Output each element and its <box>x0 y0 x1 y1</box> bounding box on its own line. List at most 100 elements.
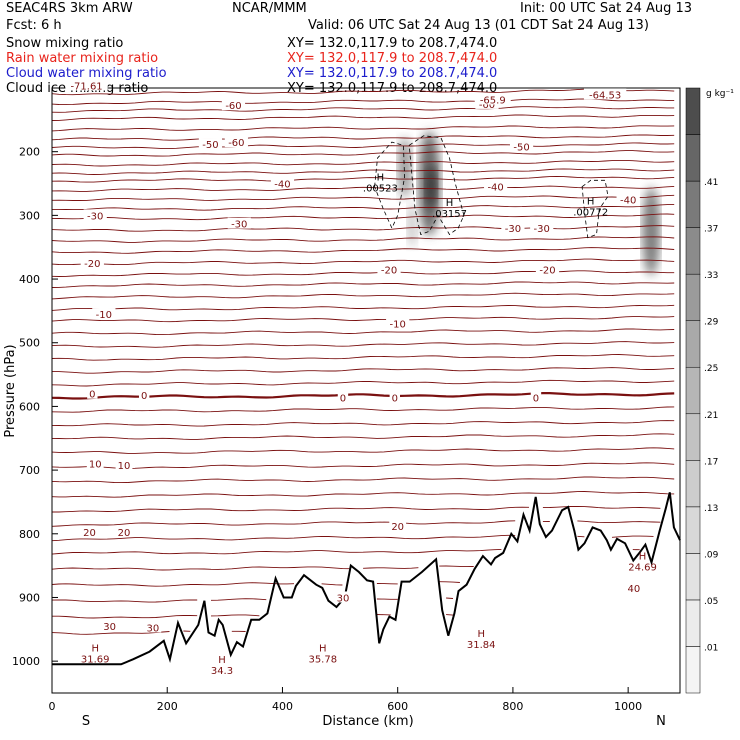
contour-label: -20 <box>377 263 401 277</box>
contour-label: -71.61 <box>65 79 108 92</box>
temperature-contour <box>51 88 675 96</box>
contour-label: 20 <box>389 520 407 533</box>
contour-label: -20 <box>80 257 104 270</box>
contour-label: 0 <box>87 387 98 401</box>
forecast-hour: Fcst: 6 h <box>6 18 62 33</box>
svg-text:-30: -30 <box>231 220 247 231</box>
field-label-snow: Snow mixing ratio <box>6 36 124 51</box>
svg-text:0: 0 <box>340 394 346 405</box>
max-marker: H35.78 <box>308 644 337 666</box>
mixing-ratio-plume <box>425 164 438 209</box>
colorbar-swatch <box>685 646 701 694</box>
colorbar-swatch <box>685 134 701 182</box>
cloud-ice-outline <box>408 135 465 236</box>
contour-label: 0 <box>337 391 349 405</box>
temperature-contour <box>51 534 654 542</box>
contour-label: -30 <box>501 222 525 235</box>
x-tick-label: 800 <box>502 700 523 713</box>
model-name: SEAC4RS 3km ARW <box>6 1 133 16</box>
y-tick-label: 200 <box>19 146 40 159</box>
colorbar-swatch <box>685 320 701 368</box>
temperature-contour <box>51 316 675 323</box>
svg-text:34.3: 34.3 <box>211 666 233 677</box>
colorbar-tick-label: .25 <box>704 364 718 374</box>
contour-label: 30 <box>144 621 162 634</box>
colorbar-swatch <box>685 180 701 228</box>
org-name: NCAR/MMM <box>232 1 307 16</box>
x-tick-label: 0 <box>49 700 56 713</box>
svg-text:-50: -50 <box>513 143 529 154</box>
x-tick-label: 600 <box>387 700 408 713</box>
contour-label: 0 <box>138 388 150 402</box>
svg-text:H: H <box>377 172 385 183</box>
colorbar-unit: g kg⁻¹ <box>706 89 734 99</box>
temperature-contour <box>51 328 675 336</box>
max-marker: H31.84 <box>467 629 496 651</box>
svg-text:31.84: 31.84 <box>467 640 496 651</box>
temperature-contour <box>52 521 674 527</box>
contour-label: -40 <box>616 193 640 206</box>
y-tick-label: 800 <box>19 528 40 541</box>
svg-text:0: 0 <box>392 394 398 405</box>
contour-label: -30 <box>530 222 554 235</box>
colorbar-tick-label: .05 <box>704 597 718 607</box>
svg-text:H: H <box>446 198 454 209</box>
terrain-outline <box>52 492 681 666</box>
temperature-contour <box>51 379 675 387</box>
svg-text:-30: -30 <box>87 211 103 222</box>
contour-label: -30 <box>227 217 251 231</box>
x-tick-label: 200 <box>157 700 178 713</box>
temperature-contour <box>52 506 674 512</box>
svg-text:30: 30 <box>146 623 159 634</box>
contour-label: -64.53 <box>583 88 627 101</box>
max-marker: H.03157 <box>432 198 467 220</box>
svg-text:20: 20 <box>391 522 404 533</box>
temperature-contour <box>51 236 675 243</box>
max-marker: H.00523 <box>363 172 398 194</box>
max-marker: H34.3 <box>211 655 233 677</box>
temperature-contour <box>51 597 454 603</box>
cloud-ice-outline <box>581 179 609 239</box>
svg-text:-10: -10 <box>96 310 112 321</box>
svg-text:-20: -20 <box>84 259 100 270</box>
field-xy-cloud-water: XY= 132.0,117.9 to 208.7,474.0 <box>287 66 498 81</box>
svg-text:0: 0 <box>533 394 539 405</box>
svg-text:-20: -20 <box>539 266 555 277</box>
svg-text:0: 0 <box>89 390 95 401</box>
temperature-contour <box>51 630 246 635</box>
contour-label: -30 <box>83 209 107 222</box>
colorbar-tick-label: .29 <box>704 318 719 328</box>
colorbar-swatch <box>685 599 701 647</box>
svg-text:H: H <box>319 644 327 655</box>
colorbar-swatch <box>685 413 701 461</box>
svg-text:40: 40 <box>628 584 641 595</box>
max-marker: H31.69 <box>81 644 110 666</box>
temperature-contour <box>51 447 675 454</box>
y-tick-label: 1000 <box>12 655 40 668</box>
contour-label: 30 <box>101 620 119 633</box>
svg-text:20: 20 <box>83 528 96 539</box>
svg-text:H: H <box>477 629 485 640</box>
temperature-contour <box>51 258 675 266</box>
temperature-contour <box>51 420 675 427</box>
mixing-ratio-plume <box>642 187 661 276</box>
colorbar-swatch <box>685 553 701 601</box>
y-axis-title: Pressure (hPa) <box>3 344 18 437</box>
temperature-contour <box>51 354 675 361</box>
svg-text:H: H <box>91 644 99 655</box>
svg-text:-60: -60 <box>479 100 495 111</box>
contour-label: 0 <box>389 391 401 405</box>
svg-text:-50: -50 <box>202 140 218 151</box>
x-tick-label: 1000 <box>614 700 642 713</box>
plot-frame <box>51 87 681 694</box>
max-marker: H24.69 <box>628 551 657 573</box>
temperature-contour <box>51 134 675 141</box>
temperature-contour <box>52 367 675 374</box>
svg-text:0: 0 <box>141 391 147 402</box>
field-label-cloud-water: Cloud water mixing ratio <box>6 66 167 81</box>
colorbar-tick-label: .09 <box>704 550 719 560</box>
temperature-contour <box>51 225 675 232</box>
colorbar-swatch <box>685 87 701 135</box>
contour-label: 30 <box>334 591 352 604</box>
contour-label: 0 <box>530 391 542 405</box>
